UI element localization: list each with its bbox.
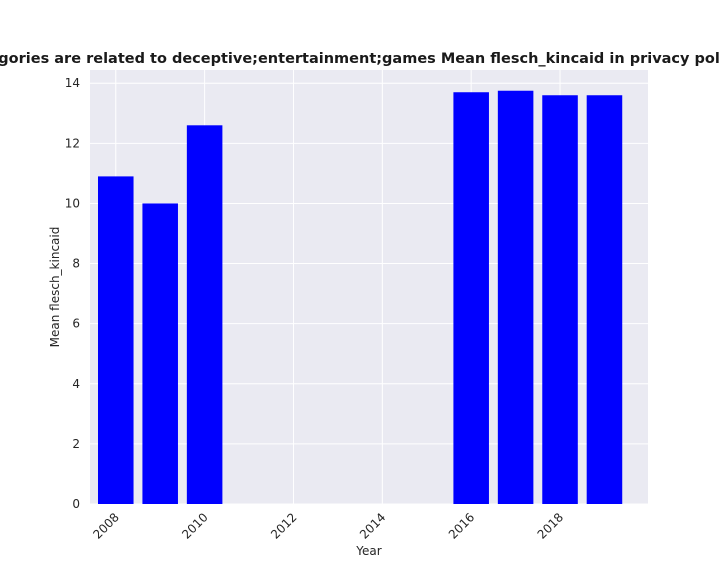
x-tick-label: 2014 — [357, 510, 388, 541]
y-tick-label: 0 — [72, 497, 80, 511]
y-tick-labels: 0 2 4 6 8 10 12 14 — [65, 76, 80, 511]
bar-2018 — [542, 95, 578, 505]
y-axis-label: Mean flesch_kincaid — [48, 227, 62, 348]
x-tick-label: 2018 — [535, 510, 566, 541]
bar-2008 — [97, 176, 134, 504]
bar-2019 — [586, 95, 623, 505]
bars — [97, 90, 623, 505]
bar-2009 — [142, 203, 178, 504]
x-tick-labels: 2008 2010 2012 2014 2016 2018 — [90, 510, 566, 541]
x-tick-label: 2016 — [446, 510, 477, 541]
y-tick-label: 12 — [65, 136, 80, 150]
bar-2016 — [453, 92, 489, 504]
bar-2017 — [497, 90, 534, 505]
x-tick-label: 2012 — [268, 510, 299, 541]
y-tick-label: 10 — [65, 196, 80, 210]
y-tick-label: 14 — [65, 76, 80, 90]
bar-2010 — [186, 125, 223, 504]
x-axis-label: Year — [355, 544, 381, 558]
chart-title: categories are related to deceptive;ente… — [0, 51, 720, 67]
y-tick-label: 8 — [72, 257, 80, 271]
x-tick-label: 2008 — [90, 510, 121, 541]
y-tick-label: 4 — [72, 377, 80, 391]
x-tick-label: 2010 — [179, 510, 210, 541]
y-tick-label: 2 — [72, 437, 80, 451]
y-tick-label: 6 — [72, 317, 80, 331]
